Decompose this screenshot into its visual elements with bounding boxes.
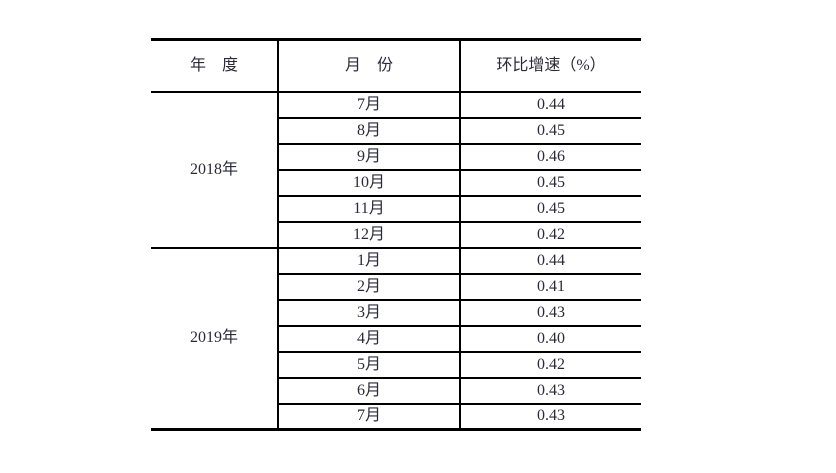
table-container: 年 度 月 份 环比增速（%） 2018年 7月 0.44 8月 0.45 9月 0.46 1…: [151, 38, 641, 431]
table-row: 8月 0.45: [151, 117, 641, 145]
table-row: 9月 0.46: [151, 143, 641, 171]
value-cell: 0.45: [460, 195, 641, 223]
month-cell: 9月: [278, 143, 461, 171]
table-row: 2月 0.41: [151, 273, 641, 301]
year-cell: 2019年: [151, 247, 279, 431]
table-row: 3月 0.43: [151, 299, 641, 327]
table-header-row: 年 度 月 份 环比增速（%）: [151, 39, 641, 93]
table-row: 12月 0.42: [151, 221, 641, 249]
header-year: 年 度: [151, 39, 279, 93]
header-month: 月 份: [278, 39, 461, 93]
value-cell: 0.43: [460, 377, 641, 405]
value-cell: 0.40: [460, 325, 641, 353]
value-cell: 0.44: [460, 91, 641, 119]
table-row: 11月 0.45: [151, 195, 641, 223]
month-cell: 10月: [278, 169, 461, 197]
value-cell: 0.43: [460, 299, 641, 327]
table-row: 6月 0.43: [151, 377, 641, 405]
table-row: 7月 0.43: [151, 403, 641, 431]
month-cell: 6月: [278, 377, 461, 405]
value-cell: 0.45: [460, 169, 641, 197]
table-row: 10月 0.45: [151, 169, 641, 197]
month-cell: 5月: [278, 351, 461, 379]
month-cell: 3月: [278, 299, 461, 327]
month-cell: 11月: [278, 195, 461, 223]
month-cell: 4月: [278, 325, 461, 353]
month-cell: 7月: [278, 403, 461, 431]
month-cell: 7月: [278, 91, 461, 119]
value-cell: 0.46: [460, 143, 641, 171]
month-cell: 12月: [278, 221, 461, 249]
table-row: 2019年 1月 0.44: [151, 247, 641, 431]
table-row: 2018年 7月 0.44: [151, 91, 641, 249]
month-cell: 8月: [278, 117, 461, 145]
growth-rate-table: 年 度 月 份 环比增速（%） 2018年 7月 0.44 8月 0.45 9月 0.46 1…: [151, 38, 641, 431]
year-cell: 2018年: [151, 91, 279, 249]
value-cell: 0.42: [460, 351, 641, 379]
table-row: 5月 0.42: [151, 351, 641, 379]
header-growth-rate: 环比增速（%）: [460, 39, 641, 93]
value-cell: 0.42: [460, 221, 641, 249]
table-row: 4月 0.40: [151, 325, 641, 353]
value-cell: 0.44: [460, 247, 641, 275]
table-body: 2018年 7月 0.44 8月 0.45 9月 0.46 10月 0.45 11月 0.45 12月…: [151, 91, 641, 431]
value-cell: 0.45: [460, 117, 641, 145]
month-cell: 2月: [278, 273, 461, 301]
value-cell: 0.41: [460, 273, 641, 301]
value-cell: 0.43: [460, 403, 641, 431]
month-cell: 1月: [278, 247, 461, 275]
